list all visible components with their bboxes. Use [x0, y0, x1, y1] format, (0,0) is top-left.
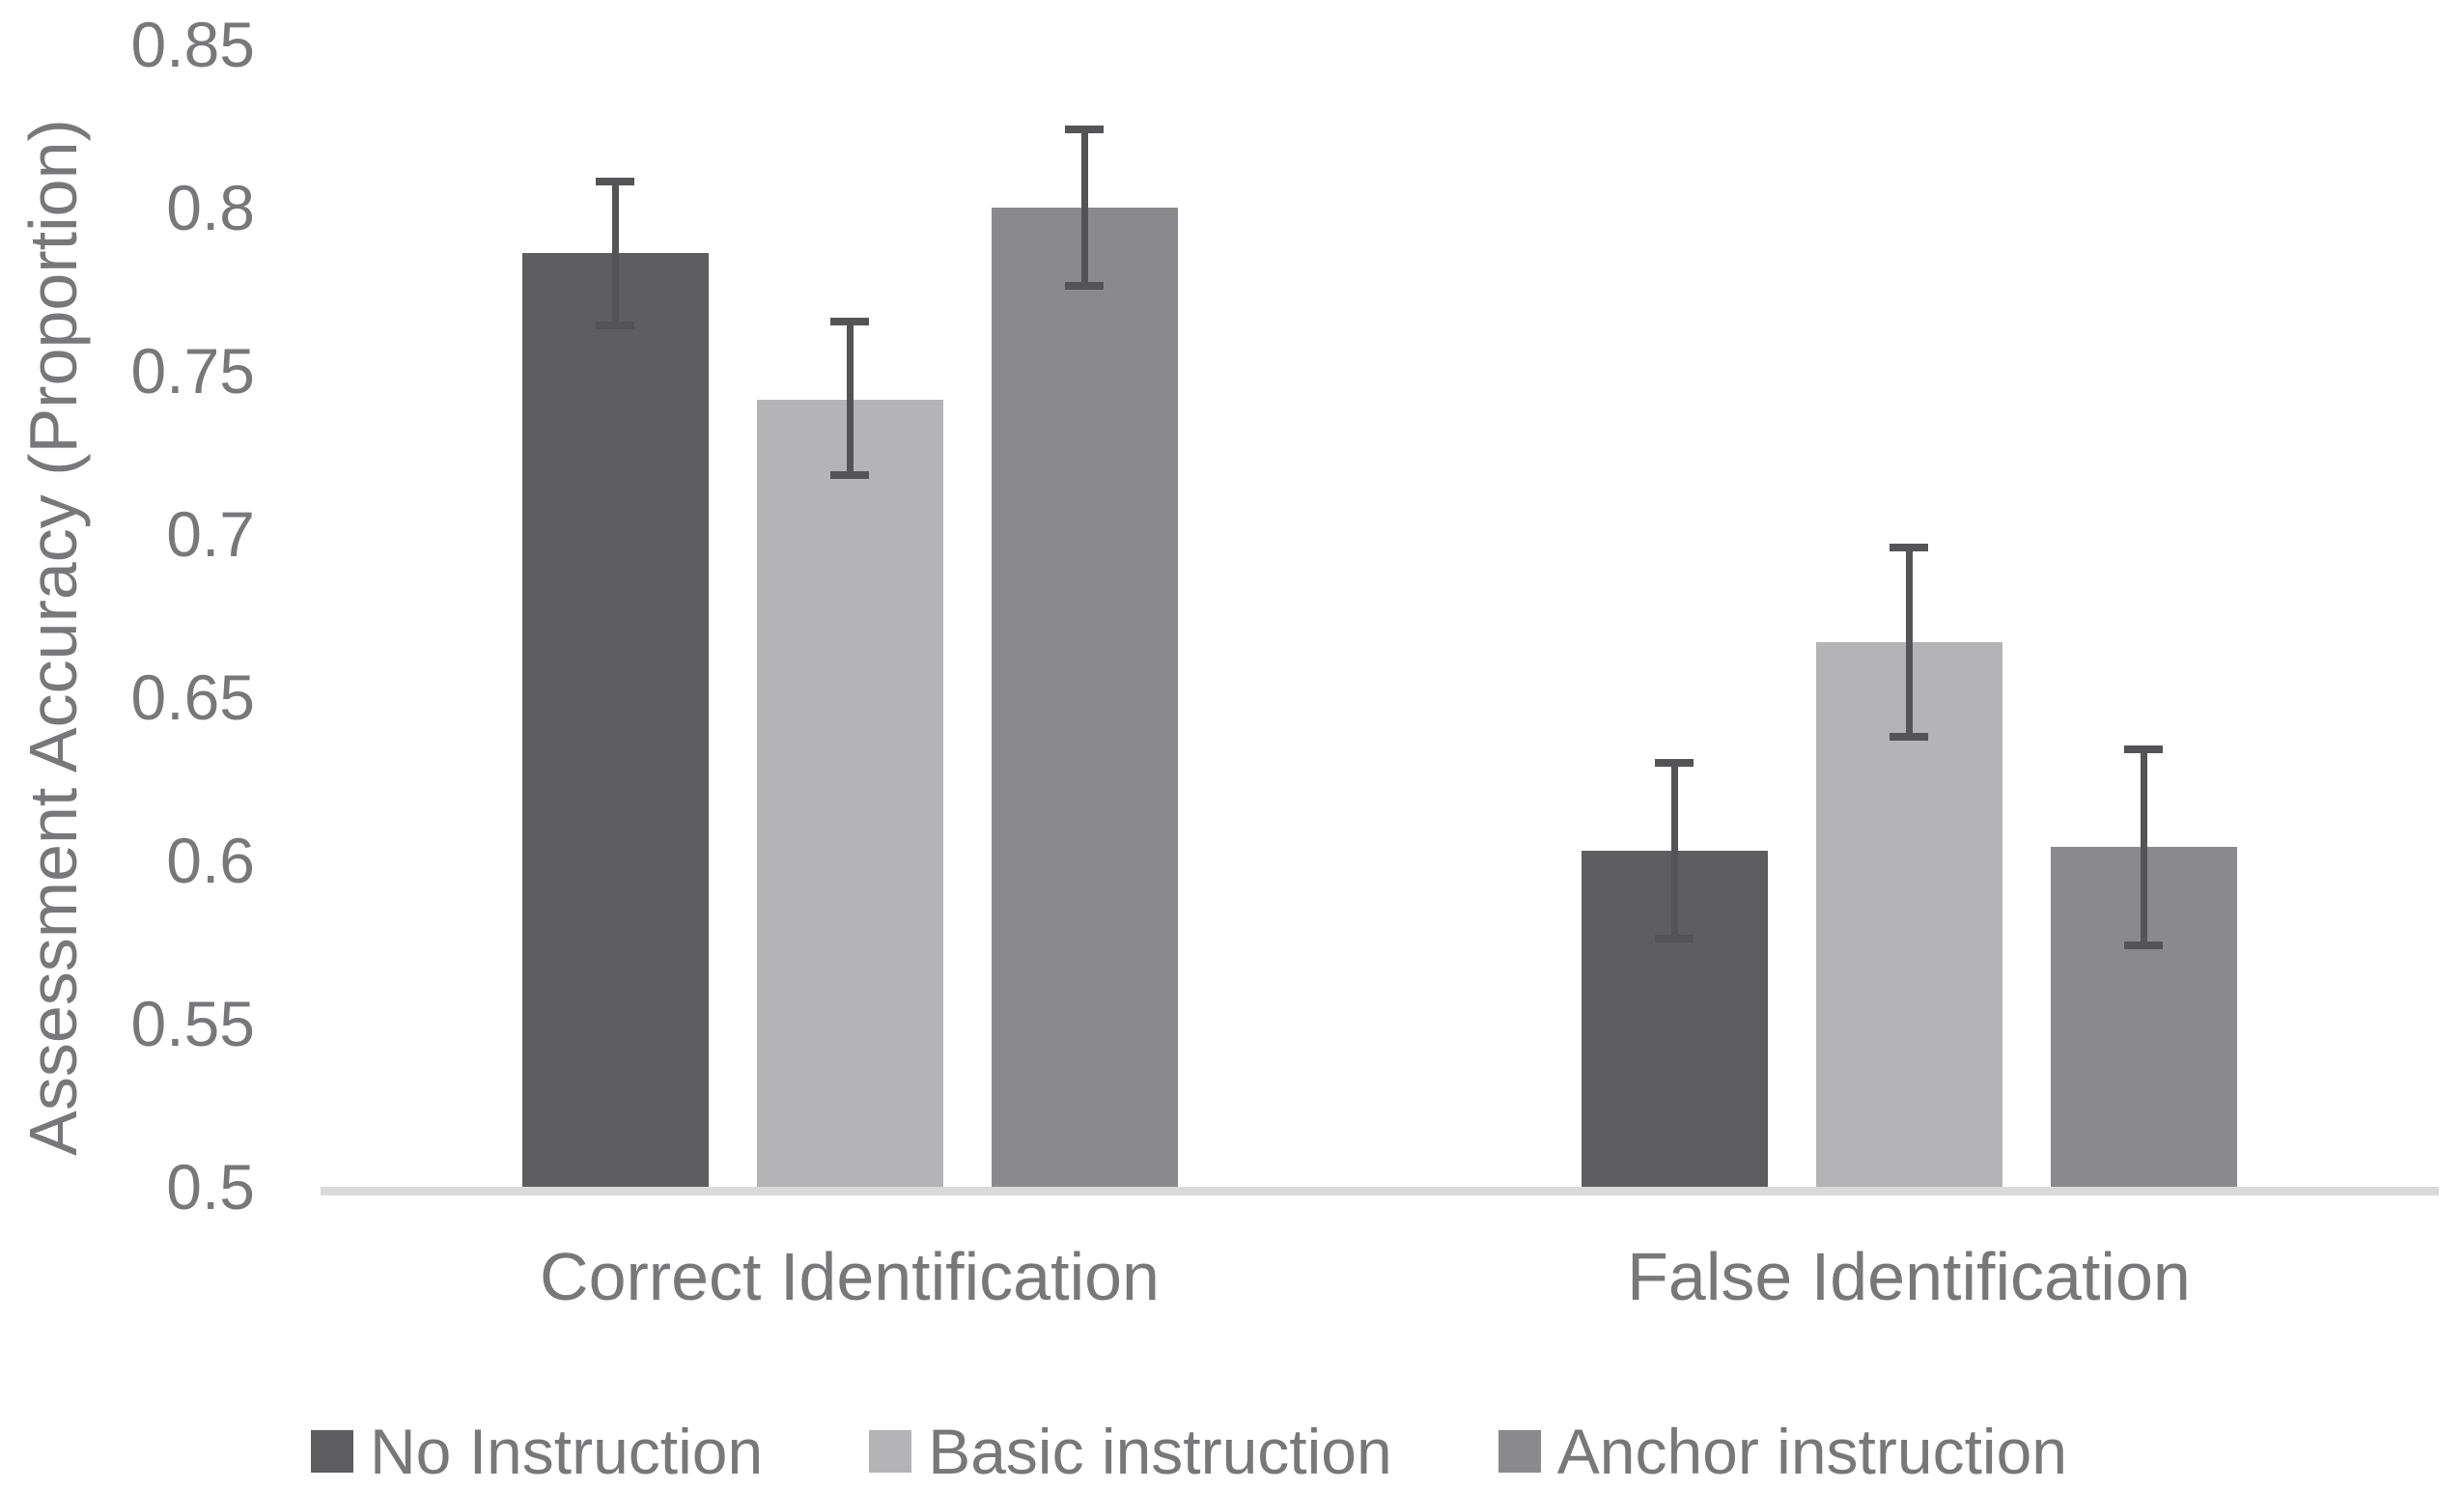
y-tick-label: 0.8 [166, 172, 255, 243]
x-axis-baseline [321, 1187, 2439, 1195]
bar-anchor-instruction-correct-identification [991, 208, 1178, 1187]
error-bar-stem [1080, 128, 1088, 287]
y-tick-label: 0.6 [166, 825, 255, 896]
legend-item-basic-instruction: Basic instruction [869, 1420, 1392, 1483]
legend-swatch-no-instruction [311, 1430, 353, 1473]
error-bar-stem [611, 181, 619, 325]
legend-item-anchor-instruction: Anchor instruction [1498, 1420, 2067, 1483]
y-tick-label: 0.65 [130, 661, 255, 733]
error-bar-cap-bottom [596, 321, 634, 329]
error-bar-stem [846, 322, 854, 476]
legend-item-no-instruction: No Instruction [311, 1420, 763, 1483]
y-tick-label: 0.55 [130, 988, 255, 1059]
error-bar-cap-top [1890, 543, 1928, 551]
error-bar-cap-bottom [1890, 732, 1928, 741]
error-bar-stem [1905, 547, 1913, 737]
error-bar-cap-top [1655, 758, 1694, 767]
error-bar-cap-top [596, 177, 634, 185]
legend-label: Anchor instruction [1556, 1416, 2067, 1487]
error-bar-stem [2140, 749, 2147, 945]
error-bar-cap-top [830, 318, 869, 326]
error-bar-cap-top [1065, 125, 1104, 133]
legend-swatch-anchor-instruction [1498, 1430, 1541, 1473]
error-bar-cap-bottom [830, 471, 869, 480]
y-tick-label: 0.7 [166, 498, 255, 570]
legend-swatch-basic-instruction [869, 1430, 912, 1473]
legend: No Instruction Basic instruction Anchor in… [311, 1412, 2067, 1490]
bar-no-instruction-correct-identification [521, 253, 709, 1187]
y-tick-label: 0.5 [166, 1151, 255, 1223]
y-tick-label: 0.85 [130, 9, 255, 80]
bar-basic-instruction-correct-identification [756, 400, 943, 1187]
error-bar-cap-top [2124, 745, 2163, 754]
error-bar-stem [1670, 762, 1678, 940]
error-bar-cap-bottom [2124, 941, 2163, 949]
x-category-label-false-identification: False Identification [1627, 1239, 2191, 1314]
error-bar-cap-bottom [1065, 282, 1104, 291]
y-tick-label: 0.75 [130, 335, 255, 407]
legend-label: Basic instruction [928, 1416, 1392, 1487]
x-category-label-correct-identification: Correct Identification [540, 1239, 1160, 1314]
legend-label: No Instruction [370, 1416, 764, 1487]
error-bar-cap-bottom [1655, 935, 1694, 943]
